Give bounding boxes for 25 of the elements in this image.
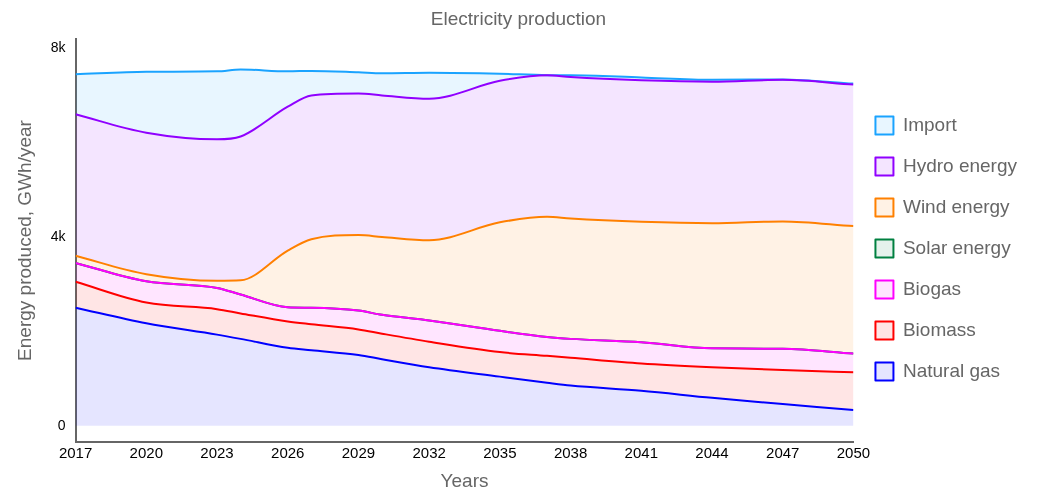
- chart-title: Electricity production: [430, 7, 607, 29]
- legend-label: Biomass: [902, 318, 976, 340]
- legend-label: Natural gas: [902, 359, 1001, 381]
- legend-label: Biogas: [902, 277, 962, 299]
- x-tick-label: 2050: [836, 444, 871, 462]
- x-tick-label: 2017: [58, 444, 93, 462]
- x-tick-label: 2038: [553, 444, 588, 462]
- x-tick-label: 2032: [412, 444, 446, 462]
- x-tick-label: 2035: [483, 444, 517, 462]
- x-tick-label: 2023: [200, 444, 234, 462]
- legend-label: Hydro energy: [902, 154, 1018, 176]
- y-tick-label: 4k: [50, 227, 67, 244]
- y-axis-title: Energy produced, GWh/year: [13, 119, 35, 361]
- y-tick-label: 0: [57, 416, 66, 433]
- x-tick-label: 2041: [624, 444, 658, 462]
- y-tick-label: 8k: [50, 39, 67, 56]
- x-tick-label: 2044: [695, 444, 729, 462]
- legend-label: Solar energy: [902, 236, 1012, 258]
- x-axis-title: Years: [440, 469, 489, 491]
- x-tick-label: 2029: [341, 444, 376, 462]
- x-tick-label: 2020: [129, 444, 163, 462]
- legend-label: Wind energy: [902, 195, 1011, 217]
- x-tick-label: 2047: [766, 444, 800, 462]
- legend-label: Import: [902, 113, 958, 135]
- x-tick-label: 2026: [271, 444, 305, 462]
